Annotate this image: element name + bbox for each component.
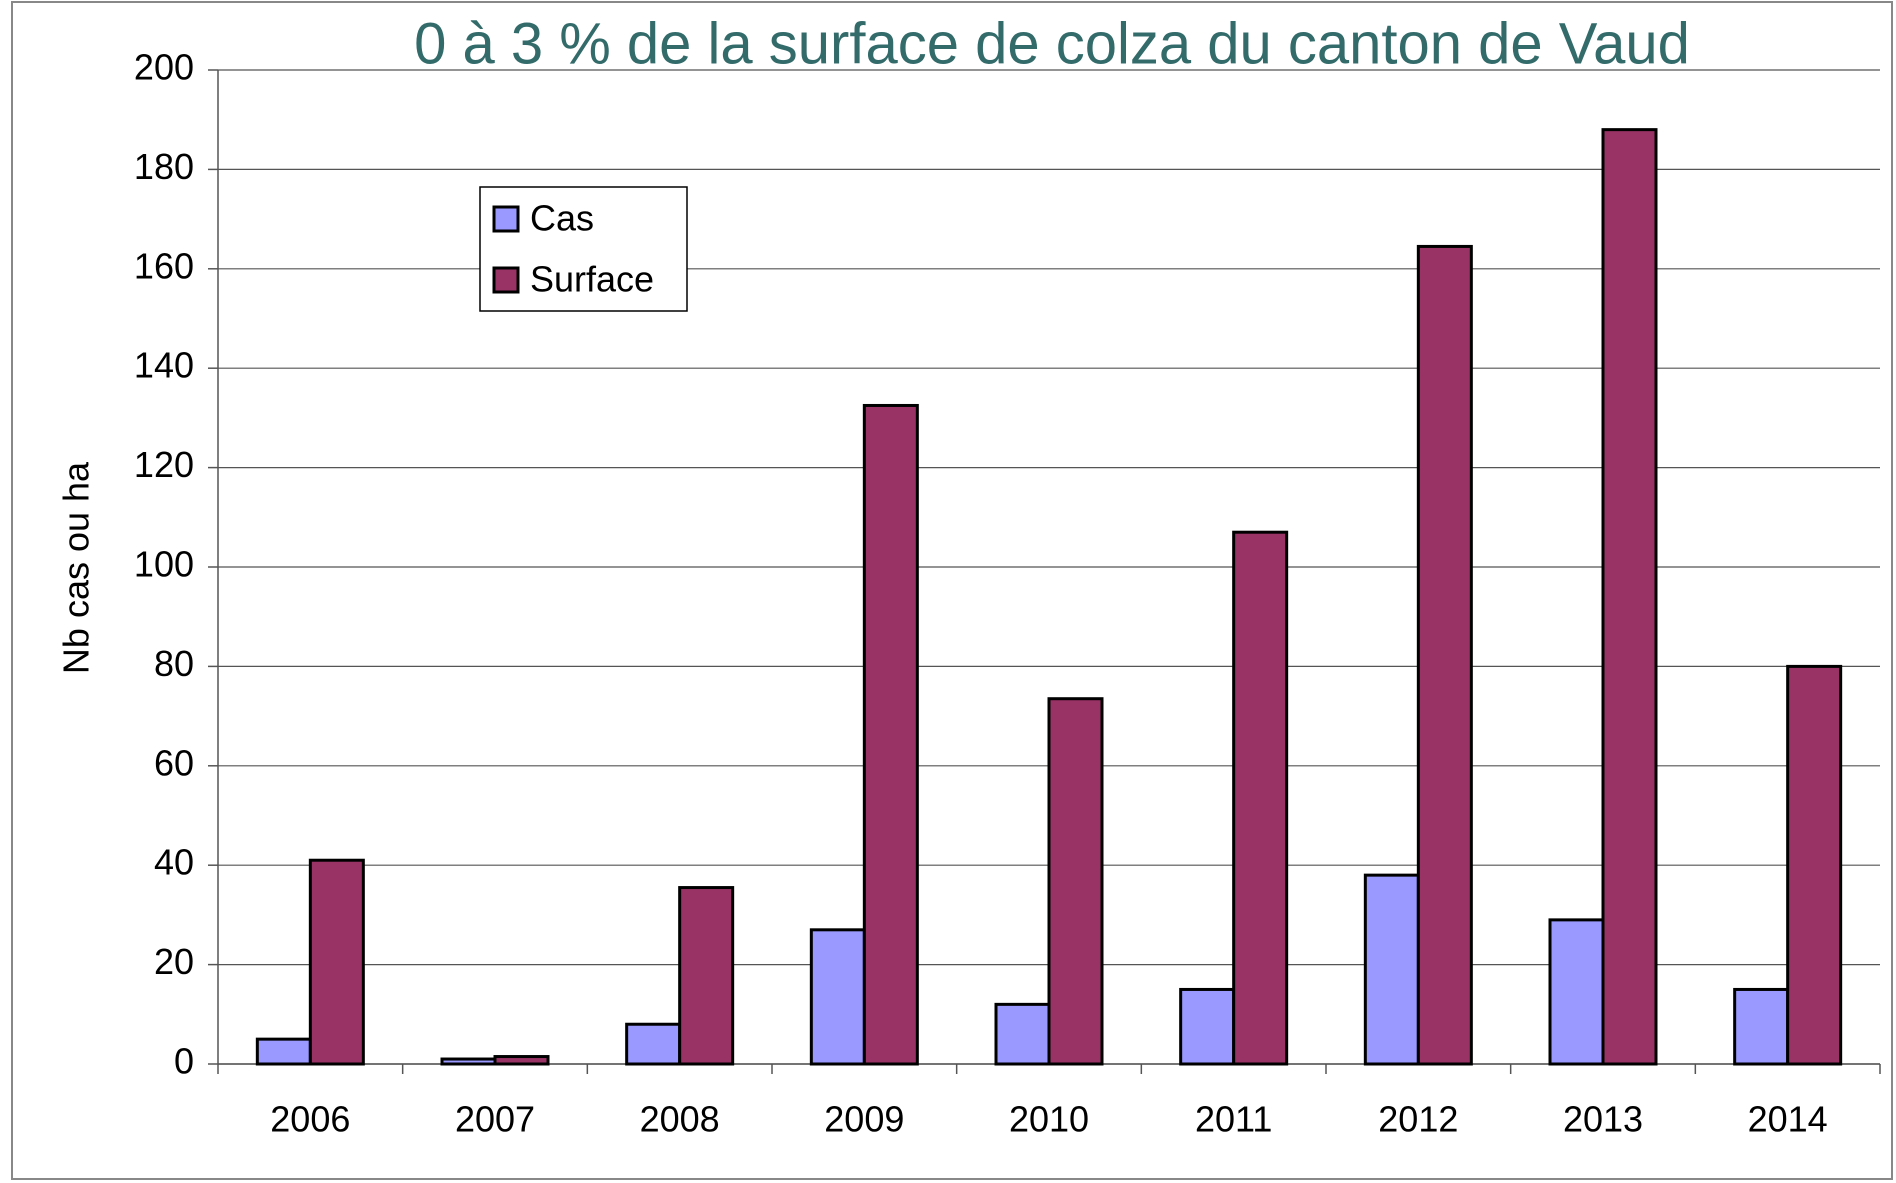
y-tick-label: 80 [154,643,194,684]
bar [1416,244,1473,1066]
legend-label: Surface [530,259,654,300]
y-tick-label: 160 [134,245,194,286]
bar [255,1037,312,1066]
x-tick-label: 2013 [1563,1099,1643,1140]
legend-label: Cas [530,198,594,239]
y-tick-label: 200 [134,47,194,88]
bar [308,858,365,1066]
legend-swatch [492,266,520,294]
x-tick-label: 2010 [1009,1099,1089,1140]
chart-frame [11,1,1893,1180]
x-tick-label: 2007 [455,1099,535,1140]
y-tick-label: 0 [174,1041,194,1082]
bar [994,1002,1051,1066]
y-tick-label: 40 [154,842,194,883]
x-tick-label: 2006 [270,1099,350,1140]
y-axis-title: Nb cas ou ha [56,461,97,674]
y-tick-label: 140 [134,345,194,386]
bar [809,928,866,1066]
bar [1601,128,1658,1066]
bar [862,403,919,1066]
x-tick-label: 2011 [1195,1099,1272,1140]
bar [1733,987,1790,1066]
bar [493,1055,550,1066]
bar [1548,918,1605,1066]
bar [1363,873,1420,1066]
y-tick-label: 60 [154,742,194,783]
bar [1786,664,1843,1066]
bar [440,1057,497,1066]
x-tick-label: 2008 [640,1099,720,1140]
x-tick-label: 2012 [1378,1099,1458,1140]
y-tick-label: 20 [154,941,194,982]
bar [678,886,735,1066]
x-tick-label: 2009 [824,1099,904,1140]
y-tick-label: 100 [134,544,194,585]
legend-swatch [492,205,520,233]
bar [1232,530,1289,1066]
y-tick-label: 180 [134,146,194,187]
chart-title: 0 à 3 % de la surface de colza du canton… [414,11,1690,76]
bar [1047,697,1104,1066]
bar [1179,987,1236,1066]
bar [625,1022,682,1066]
x-tick-label: 2014 [1748,1099,1828,1140]
y-tick-label: 120 [134,444,194,485]
